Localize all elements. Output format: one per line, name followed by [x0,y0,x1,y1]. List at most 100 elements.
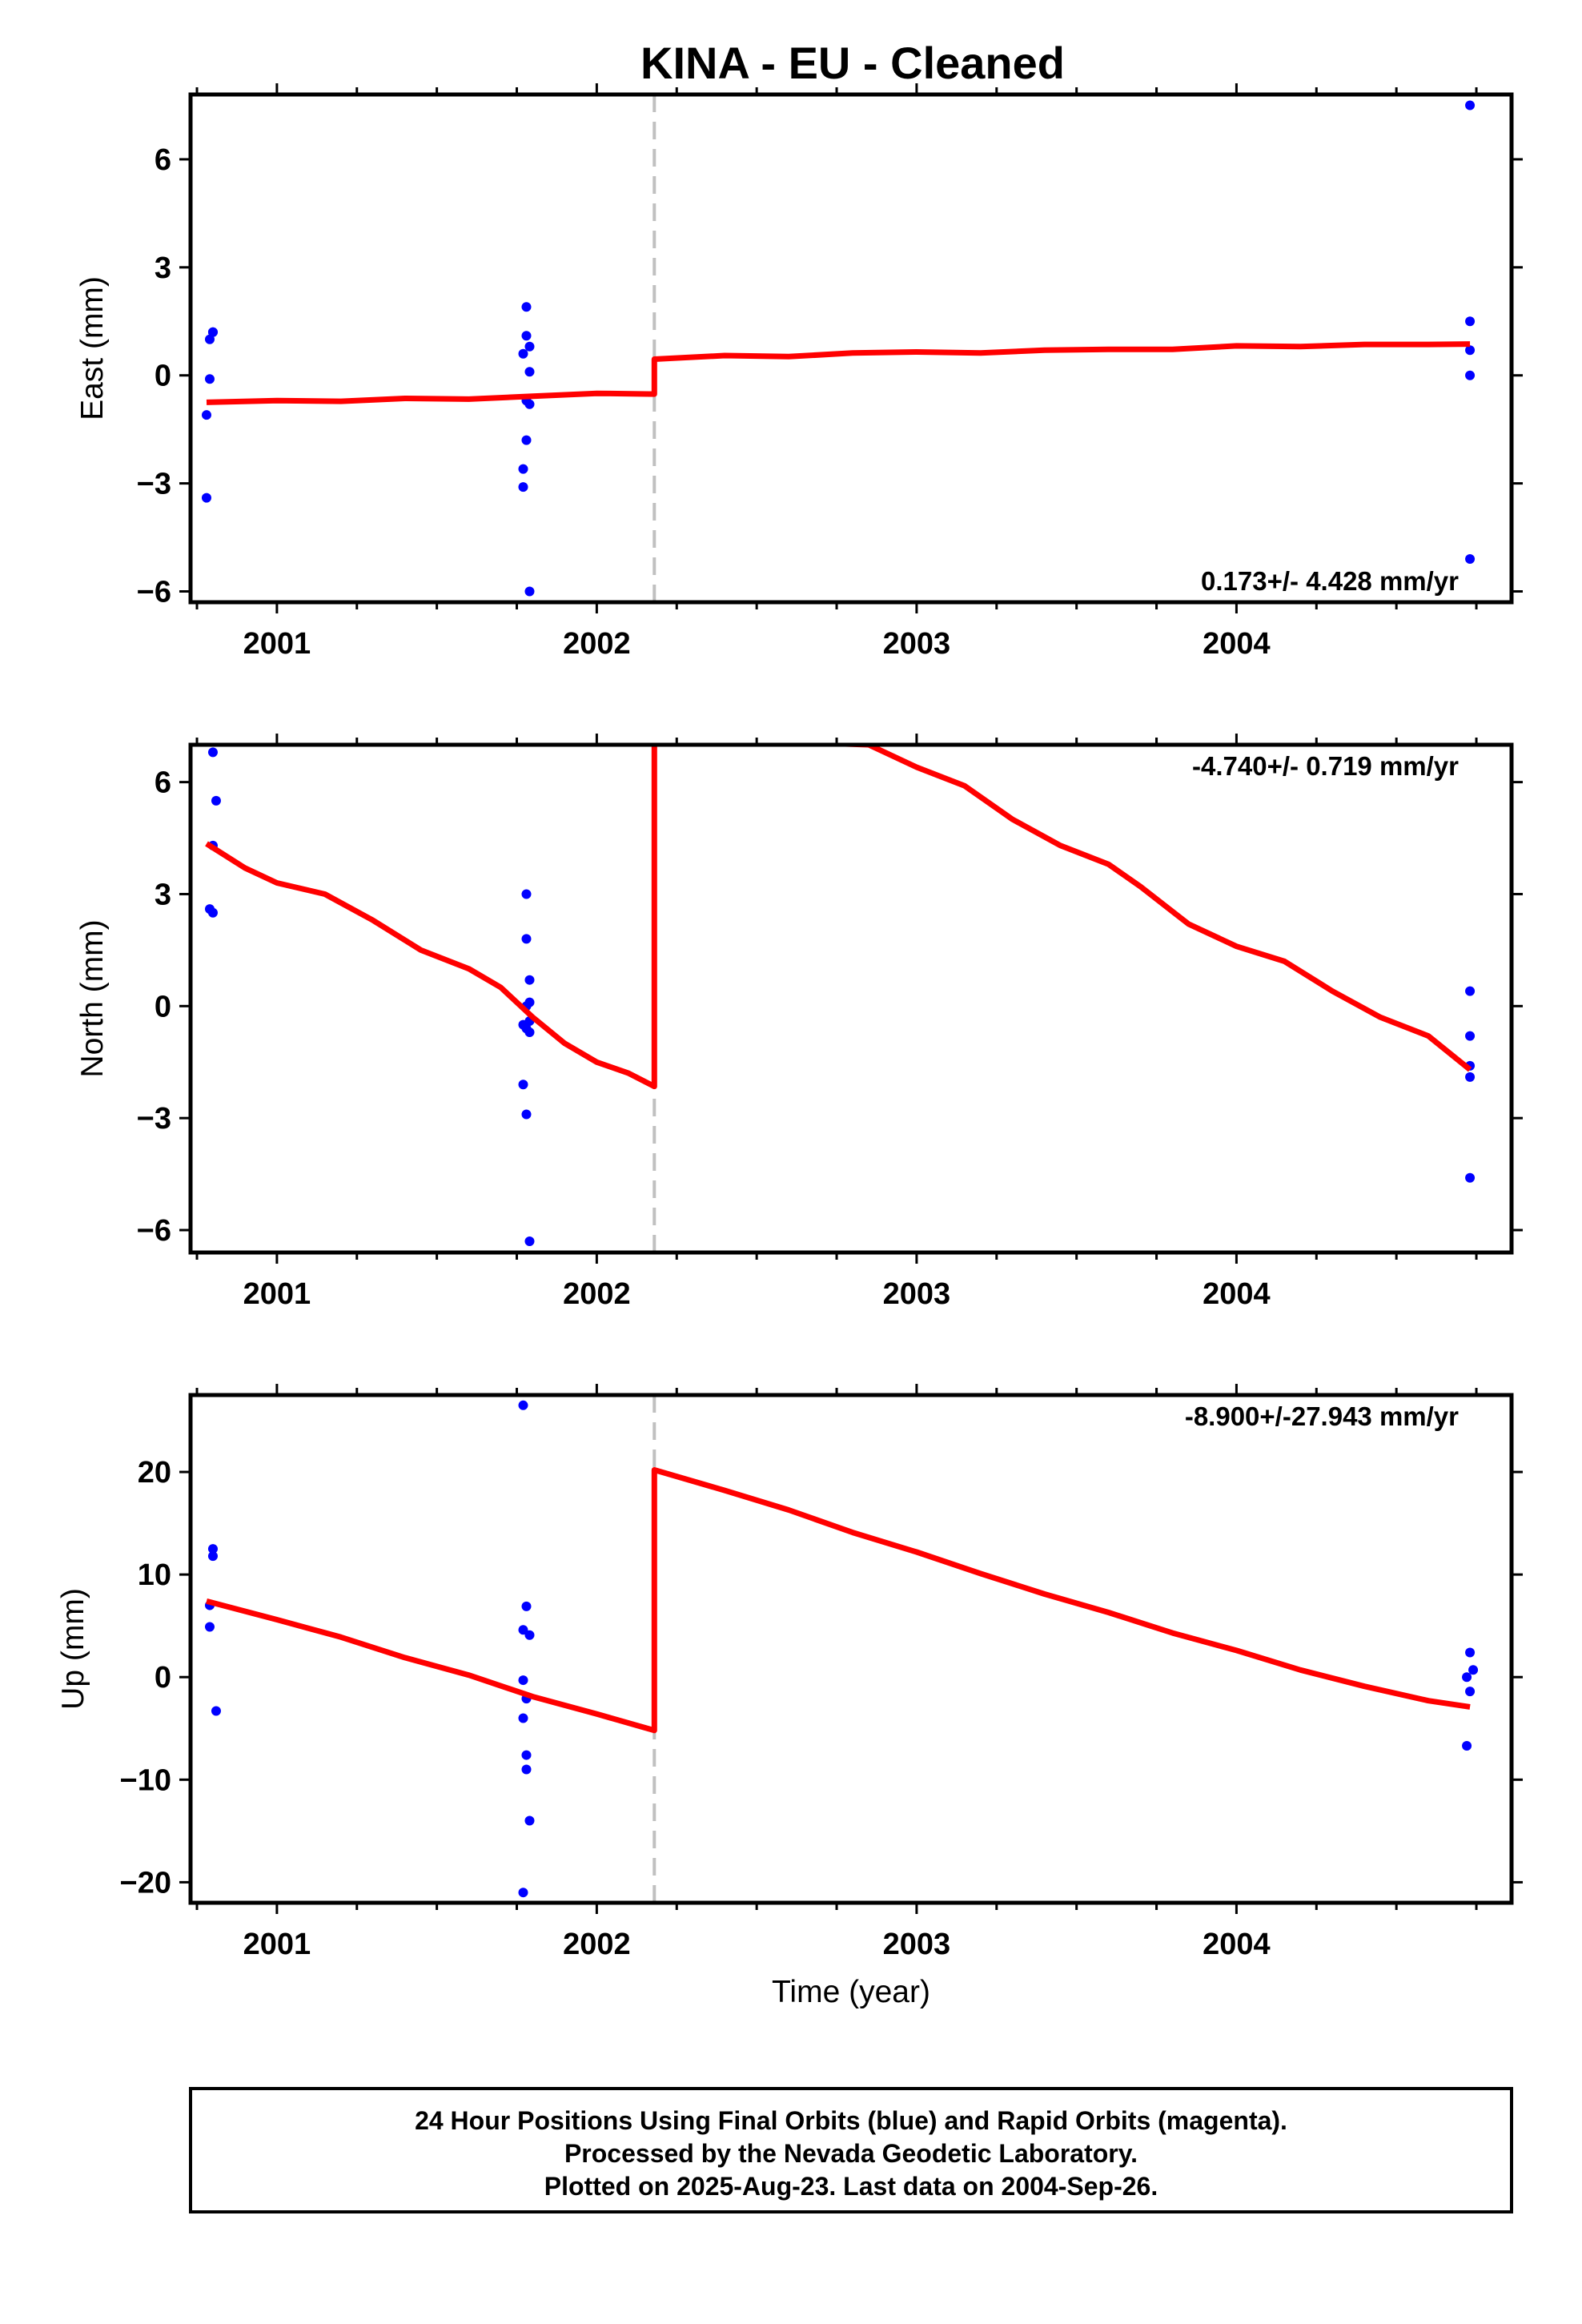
y-axis-label: North (mm) [75,919,110,1077]
x-axis-label: Time (year) [772,1975,930,2009]
data-point [1468,1665,1479,1675]
rate-label: -8.900+/-27.943 mm/yr [1185,1401,1459,1431]
rate-label: 0.173+/- 4.428 mm/yr [1201,566,1459,596]
x-tick-label: 2004 [1203,1928,1271,1961]
y-tick-label: 10 [138,1558,171,1592]
y-axis-label: East (mm) [75,276,110,420]
data-point [518,1625,528,1635]
data-point [204,334,215,344]
y-tick-label: 6 [155,766,171,800]
data-point [204,1622,215,1632]
y-tick-label: 0 [155,1661,171,1695]
data-point [518,1675,528,1686]
y-tick-label: −20 [120,1866,171,1900]
data-point [518,1080,528,1090]
data-point [211,1706,221,1716]
data-point [207,1544,218,1554]
y-tick-label: −6 [137,576,171,609]
x-tick-label: 2002 [563,1277,631,1311]
data-point [521,302,532,312]
data-point [1462,1741,1472,1751]
data-point [1465,1687,1476,1697]
rate-label: -4.740+/- 0.719 mm/yr [1192,751,1459,781]
data-point [518,482,528,493]
y-tick-label: 3 [155,251,171,285]
model-line [206,1467,1471,1734]
data-point [204,374,215,384]
data-point [518,1713,528,1723]
y-tick-label: 20 [138,1456,171,1490]
data-point [524,1630,535,1640]
data-point [524,975,535,985]
data-point [521,1601,532,1611]
x-tick-label: 2002 [563,627,631,661]
data-point [524,341,535,352]
x-tick-label: 2004 [1203,1277,1271,1311]
data-point [524,367,535,377]
x-tick-label: 2001 [243,627,311,661]
model-line [205,745,1472,1090]
data-point [1465,316,1476,327]
x-tick-label: 2001 [243,1277,311,1311]
data-point [521,1109,532,1120]
points [201,100,1476,597]
points [204,747,1476,1247]
x-tick-label: 2004 [1203,627,1271,661]
plot-frame [188,742,1514,1255]
plot-frame [188,1393,1514,1905]
data-point [518,1888,528,1898]
points [204,1400,1479,1898]
data-point [211,795,221,806]
data-point [1465,554,1476,565]
panel-0: 2001 2002 2003 2004 −6 −3 0 3 6 East (mm) 0.173+/-… [75,83,1523,661]
data-point [1462,1672,1472,1683]
data-point [1465,986,1476,996]
y-tick-label: −6 [137,1214,171,1248]
data-point [207,907,218,918]
data-point [518,464,528,474]
y-tick-label: 6 [155,143,171,177]
data-point [524,399,535,409]
data-point [521,1750,532,1760]
data-point [1465,1172,1476,1183]
data-point [524,1236,535,1247]
y-tick-label: −3 [137,468,171,501]
data-point [1465,100,1476,111]
data-point [1465,1647,1476,1658]
data-point [518,348,528,359]
data-point [1465,345,1476,356]
x-tick-label: 2002 [563,1928,631,1961]
x-tick-label: 2003 [883,1928,951,1961]
data-point [1465,370,1476,380]
y-tick-label: −10 [120,1763,171,1797]
data-point [524,586,535,597]
data-point [207,327,218,337]
x-tick-label: 2003 [883,627,951,661]
data-point [524,1027,535,1037]
data-point [201,493,211,503]
x-tick-label: 2003 [883,1277,951,1311]
data-point [521,331,532,341]
y-tick-label: 3 [155,878,171,911]
data-point [521,889,532,899]
data-point [1465,1031,1476,1041]
data-point [518,1400,528,1410]
y-tick-label: 0 [155,990,171,1023]
x-tick-label: 2001 [243,1928,311,1961]
model-line [206,341,1471,405]
footer-line-1: 24 Hour Positions Using Final Orbits (bl… [415,2106,1287,2135]
footer-line-3: Plotted on 2025-Aug-23. Last data on 200… [544,2172,1158,2201]
data-point [521,435,532,445]
data-point [524,1815,535,1826]
footer-line-2: Processed by the Nevada Geodetic Laborat… [564,2139,1138,2168]
data-point [207,1551,218,1562]
footer-box: 24 Hour Positions Using Final Orbits (bl… [189,2087,1513,2213]
data-point [1465,1072,1476,1082]
data-point [201,410,211,420]
plot-frame [188,92,1514,605]
panel-1: 2001 2002 2003 2004 −6 −3 0 3 6 North (mm) -4.740+… [75,734,1523,1311]
panel-2: 2001 2002 2003 2004 −20 −10 0 10 20 Up (mm) -8.900… [56,1384,1523,2009]
y-tick-label: −3 [137,1102,171,1136]
